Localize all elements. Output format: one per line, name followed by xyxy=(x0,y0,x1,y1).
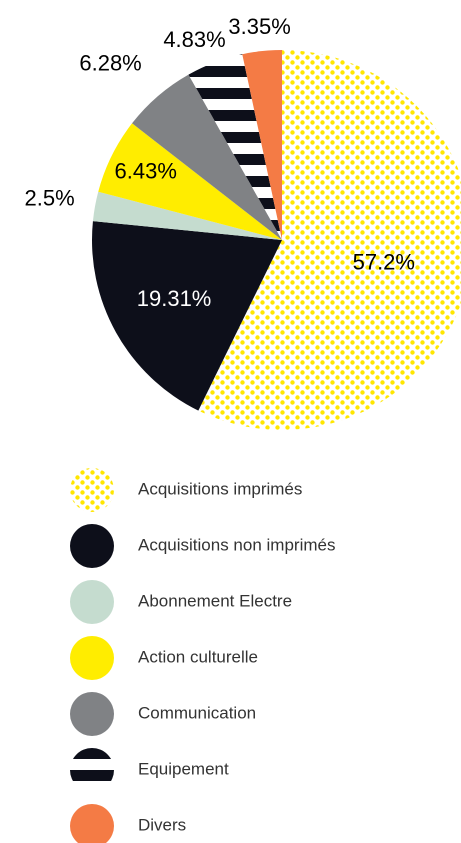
legend-label: Equipement xyxy=(138,759,229,778)
pie-slice xyxy=(242,50,282,240)
legend-swatch xyxy=(70,580,114,624)
pie-slice xyxy=(92,221,282,411)
pie-slice xyxy=(198,50,461,430)
value-label: 3.35% xyxy=(228,14,290,39)
legend-label: Divers xyxy=(138,815,186,834)
value-label: 6.43% xyxy=(115,158,177,183)
pie-slice xyxy=(132,74,282,241)
pie-slice xyxy=(188,54,282,240)
legend-label: Action culturelle xyxy=(138,647,258,666)
legend-swatch xyxy=(70,524,114,568)
legend-swatch xyxy=(70,748,114,792)
pie-slice xyxy=(92,191,283,240)
legend-swatch xyxy=(70,636,114,680)
value-label: 19.31% xyxy=(137,286,212,311)
value-label: 6.28% xyxy=(79,50,141,75)
value-label: 4.83% xyxy=(163,27,225,52)
value-label: 2.5% xyxy=(25,185,75,210)
legend-label: Abonnement Electre xyxy=(138,591,292,610)
legend-swatch xyxy=(70,804,114,843)
legend-swatch xyxy=(70,692,114,736)
legend-label: Communication xyxy=(138,703,256,722)
pie-slice xyxy=(98,123,282,240)
legend-label: Acquisitions imprimés xyxy=(138,479,302,498)
legend-label: Acquisitions non imprimés xyxy=(138,535,335,554)
value-label: 57.2% xyxy=(353,249,415,274)
legend-swatch xyxy=(70,468,114,512)
